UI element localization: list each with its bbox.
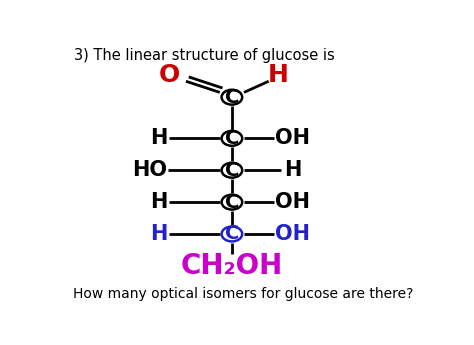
Text: C: C: [225, 129, 239, 148]
Text: O: O: [159, 62, 180, 87]
Text: H: H: [150, 192, 167, 212]
Text: H: H: [267, 62, 288, 87]
Text: C: C: [225, 193, 239, 211]
Text: CH₂OH: CH₂OH: [181, 252, 283, 280]
Text: OH: OH: [275, 224, 310, 244]
Text: OH: OH: [275, 128, 310, 148]
Text: 3) The linear structure of glucose is: 3) The linear structure of glucose is: [74, 48, 335, 63]
Text: C: C: [225, 161, 239, 180]
Text: H: H: [150, 224, 167, 244]
Text: OH: OH: [275, 192, 310, 212]
Text: How many optical isomers for glucose are there?: How many optical isomers for glucose are…: [73, 287, 413, 301]
Text: C: C: [225, 88, 239, 107]
Text: C: C: [225, 225, 239, 244]
Text: H: H: [150, 128, 167, 148]
Text: H: H: [284, 160, 301, 180]
Text: HO: HO: [132, 160, 167, 180]
